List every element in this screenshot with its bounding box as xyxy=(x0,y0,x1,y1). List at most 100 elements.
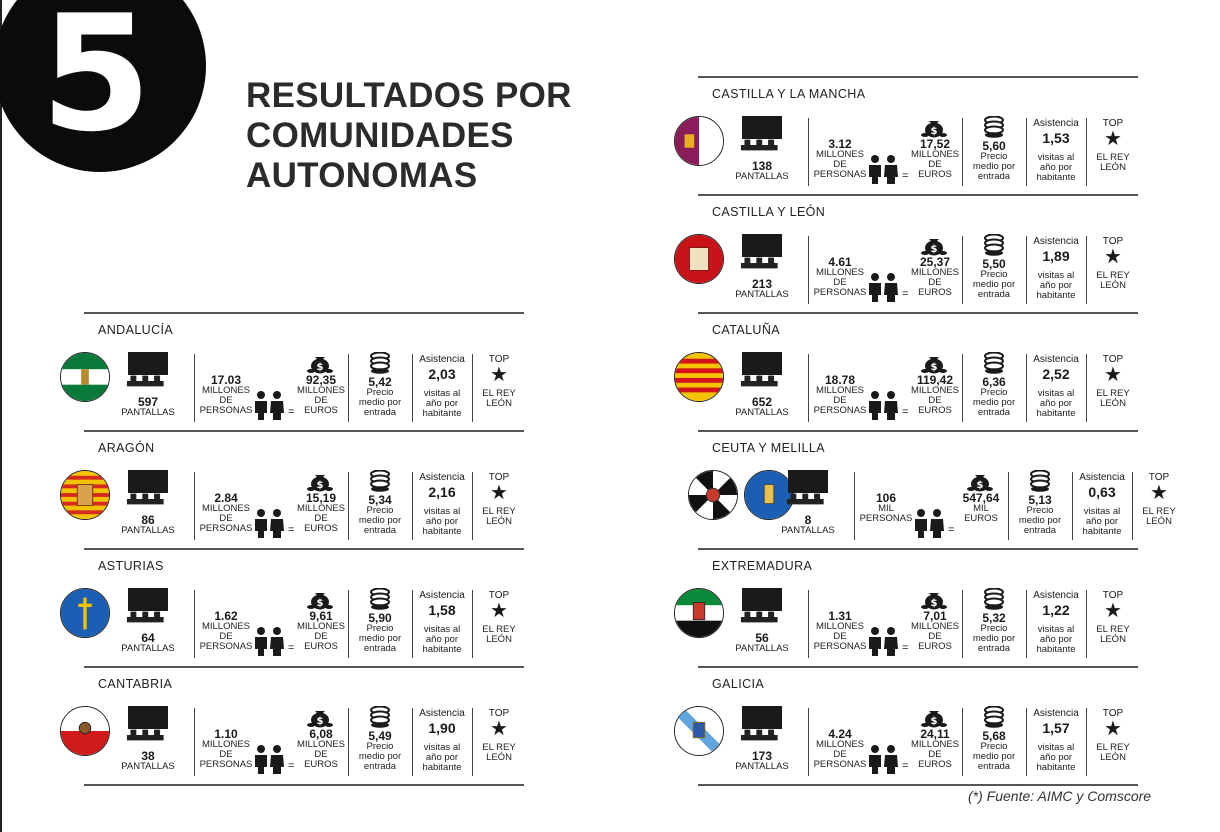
revenue-stat: 547,64 MIL EUROS xyxy=(956,492,1006,524)
region-flag-icon xyxy=(674,234,724,284)
people-stat: 1.10 MILLONES DE PERSONAS xyxy=(198,728,254,770)
people-unit: DE xyxy=(833,159,847,170)
equals-sign: = xyxy=(902,288,909,300)
revenue-unit: EUROS xyxy=(918,759,952,770)
price-value: 5,13 xyxy=(1028,493,1052,507)
attendance-value: 1,89 xyxy=(1042,248,1070,264)
coins-icon xyxy=(980,587,1008,610)
attendance-unit: año por xyxy=(1039,280,1073,291)
top-film: TOP ★ EL REY LEÓN xyxy=(476,354,522,409)
revenue-unit: DE xyxy=(928,631,942,642)
vertical-divider xyxy=(1026,118,1027,186)
attendance-unit: año por xyxy=(425,398,459,409)
attendance-stat: Asistencia 1,90 visitas al año por habitante xyxy=(414,708,470,773)
attendance-unit: habitante xyxy=(1036,172,1076,183)
attendance-unit: visitas al xyxy=(1037,152,1075,163)
people-unit: PERSONAS xyxy=(813,759,867,770)
vertical-divider xyxy=(962,354,963,422)
price-label: medio por xyxy=(358,633,402,644)
divider-line xyxy=(84,666,524,668)
coins-icon xyxy=(1026,469,1054,492)
price-value: 5,34 xyxy=(368,493,392,507)
price-stat: 5,50 Precio medio por entrada xyxy=(964,258,1024,300)
people-icon xyxy=(866,272,900,302)
top-film: TOP ★ EL REY LEÓN xyxy=(476,708,522,763)
attendance-label: Asistencia xyxy=(1033,118,1079,129)
cinema-screen-icon: ▟▙▟▙▟▙ xyxy=(126,706,170,750)
screens-stat: 8 PANTALLAS xyxy=(776,514,840,536)
melilla-flag-icon xyxy=(744,470,794,520)
attendance-value: 1,58 xyxy=(428,602,456,618)
divider-line xyxy=(698,430,1138,432)
equals-sign: = xyxy=(902,642,909,654)
price-stat: 5,60 Precio medio por entrada xyxy=(964,140,1024,182)
divider-line xyxy=(698,194,1138,196)
price-label: medio por xyxy=(972,751,1016,762)
money-bag-icon: $ xyxy=(920,588,948,610)
money-bag-icon: $ xyxy=(920,234,948,256)
attendance-value: 2,52 xyxy=(1042,366,1070,382)
region-block: CASTILLA Y LEÓN ▟▙▟▙▟▙ 213 PANTALLAS 4.61 MIL… xyxy=(674,194,1138,312)
attendance-unit: visitas al xyxy=(423,506,461,517)
cinema-screen-icon: ▟▙▟▙▟▙ xyxy=(740,116,784,160)
vertical-divider xyxy=(348,472,349,540)
price-stat: 6,36 Precio medio por entrada xyxy=(964,376,1024,418)
people-unit: DE xyxy=(219,631,233,642)
attendance-value: 1,57 xyxy=(1042,720,1070,736)
price-label: entrada xyxy=(363,525,397,536)
attendance-unit: habitante xyxy=(422,762,462,773)
page-title: RESULTADOS POR COMUNIDADES AUTONOMAS xyxy=(246,76,626,196)
revenue-unit: EUROS xyxy=(918,287,952,298)
divider-line xyxy=(84,312,524,314)
price-stat: 5,13 Precio medio por entrada xyxy=(1010,494,1070,536)
region-name: CATALUÑA xyxy=(712,323,781,337)
revenue-value: 7,01 xyxy=(923,609,947,623)
revenue-value: 17,52 xyxy=(919,137,951,151)
attendance-unit: visitas al xyxy=(1037,624,1075,635)
revenue-unit: MILLONES xyxy=(296,503,346,514)
people-icon xyxy=(252,508,286,538)
top-film: TOP ★ EL REY LEÓN xyxy=(1090,354,1136,409)
price-label: Precio xyxy=(980,269,1008,280)
page-edge-line xyxy=(0,0,2,832)
attendance-unit: visitas al xyxy=(1037,742,1075,753)
coins-icon xyxy=(366,469,394,492)
vertical-divider xyxy=(1132,472,1133,540)
star-icon: ★ xyxy=(1104,246,1122,268)
attendance-label: Asistencia xyxy=(419,708,465,719)
attendance-stat: Asistencia 1,89 visitas al año por habitante xyxy=(1028,236,1084,301)
attendance-value: 2,03 xyxy=(428,366,456,382)
screens-unit: PANTALLAS xyxy=(121,407,175,418)
revenue-value: 25,37 xyxy=(919,255,951,269)
revenue-stat: 25,37 MILLONES DE EUROS xyxy=(910,256,960,298)
price-label: Precio xyxy=(366,387,394,398)
revenue-stat: 6,08 MILLONES DE EUROS xyxy=(296,728,346,770)
vertical-divider xyxy=(412,354,413,422)
top-film: TOP ★ EL REY LEÓN xyxy=(476,590,522,645)
people-unit: PERSONAS xyxy=(199,405,253,416)
attendance-label: Asistencia xyxy=(419,354,465,365)
people-unit: MILLONES xyxy=(201,503,251,514)
revenue-unit: EUROS xyxy=(918,169,952,180)
people-icon xyxy=(912,508,946,538)
people-unit: PERSONAS xyxy=(813,405,867,416)
attendance-unit: visitas al xyxy=(423,388,461,399)
price-label: Precio xyxy=(366,623,394,634)
people-value: 18.78 xyxy=(824,373,856,387)
attendance-stat: Asistencia 2,16 visitas al año por habitante xyxy=(414,472,470,537)
vertical-divider xyxy=(1026,354,1027,422)
revenue-unit: DE xyxy=(314,513,328,524)
revenue-stat: 92,35 MILLONES DE EUROS xyxy=(296,374,346,416)
attendance-unit: habitante xyxy=(422,526,462,537)
cinema-screen-icon: ▟▙▟▙▟▙ xyxy=(740,352,784,396)
revenue-stat: 15,19 MILLONES DE EUROS xyxy=(296,492,346,534)
vertical-divider xyxy=(854,472,855,540)
vertical-divider xyxy=(348,354,349,422)
region-name: ARAGÓN xyxy=(98,441,155,455)
top-film-title: LEÓN xyxy=(1146,516,1172,527)
top-film-title: LEÓN xyxy=(486,516,512,527)
equals-sign: = xyxy=(902,760,909,772)
screens-value: 173 xyxy=(751,749,773,763)
revenue-unit: MILLONES xyxy=(910,267,960,278)
attendance-stat: Asistencia 1,22 visitas al año por habitante xyxy=(1028,590,1084,655)
